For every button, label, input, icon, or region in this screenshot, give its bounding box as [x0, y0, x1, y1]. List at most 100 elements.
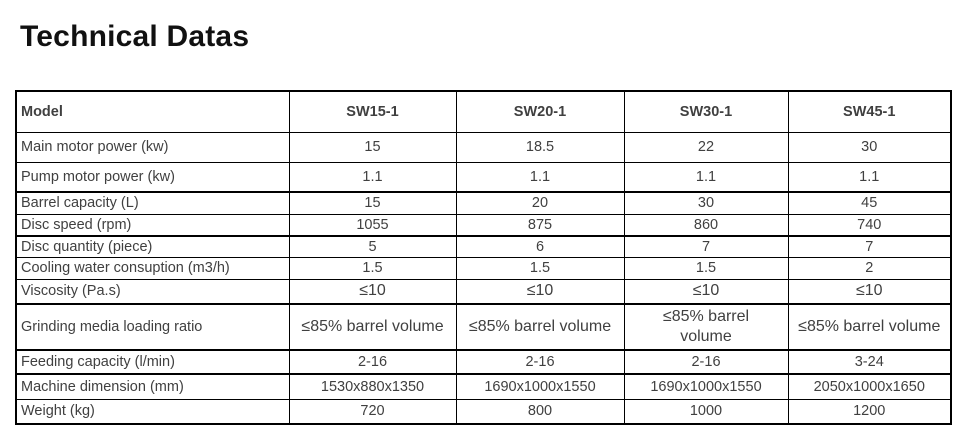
- cell-value: 1690x1000x1550: [650, 378, 762, 395]
- cell-value: 1.1: [362, 168, 383, 185]
- cell: 2-16: [288, 349, 457, 375]
- table-row: Grinding media loading ratio ≤85% barrel …: [15, 303, 952, 351]
- cell: 15: [288, 191, 457, 215]
- table-row: Disc quantity (piece) 5 6 7 7: [15, 235, 952, 258]
- cell-value: 2-16: [357, 353, 388, 370]
- table-row: Viscosity (Pa.s) ≤10 ≤10 ≤10 ≤10: [15, 278, 952, 305]
- cell: 45: [787, 191, 952, 215]
- cell: 2: [787, 256, 952, 280]
- cell: 7: [787, 235, 952, 258]
- column-header: SW30-1: [623, 90, 789, 133]
- cell-value: 860: [693, 216, 719, 233]
- cell-value: ≤85% barrel volume: [468, 318, 612, 335]
- cell: 2-16: [623, 349, 789, 375]
- cell: 7: [623, 235, 789, 258]
- table-row: Barrel capacity (L) 15 20 30 45: [15, 191, 952, 215]
- cell-value: 5: [368, 238, 377, 255]
- cell: 1690x1000x1550: [455, 373, 625, 400]
- cell: ≤85% barrel volume: [455, 303, 625, 351]
- cell-value: 1690x1000x1550: [484, 378, 596, 395]
- cell: 2050x1000x1650: [787, 373, 952, 400]
- cell-value: 22: [697, 138, 715, 155]
- cell: 1690x1000x1550: [623, 373, 789, 400]
- table-header-row: Model SW15-1 SW20-1 SW30-1 SW45-1: [15, 90, 952, 133]
- cell-value: 800: [527, 403, 553, 420]
- row-label: Pump motor power (kw): [15, 161, 290, 193]
- row-label: Disc speed (rpm): [15, 213, 290, 237]
- cell-value: 2-16: [525, 353, 555, 370]
- row-label: Cooling water consuption (m3/h): [15, 256, 290, 280]
- cell: 1.5: [623, 256, 789, 280]
- cell-value: 6: [535, 238, 545, 255]
- cell: 6: [455, 235, 625, 258]
- cell-value: 1.5: [695, 259, 717, 276]
- table-row: Disc speed (rpm) 1055 875 860 740: [15, 213, 952, 237]
- cell: ≤10: [288, 278, 457, 305]
- cell: ≤10: [787, 278, 952, 305]
- cell-value: 740: [857, 216, 882, 233]
- table-body: Main motor power (kw) 15 18.5 22 30 Pump moto…: [15, 131, 952, 425]
- cell: ≤85% barrel volume: [623, 303, 789, 351]
- cell-value: 30: [697, 195, 715, 212]
- page-title: Technical Datas: [20, 20, 250, 53]
- cell-value: 20: [531, 195, 549, 212]
- cell-value: 720: [360, 403, 385, 420]
- cell-value: 1.5: [362, 259, 383, 276]
- cell-value: 1.1: [859, 168, 880, 185]
- cell-value: 2: [865, 259, 874, 276]
- table-row: Cooling water consuption (m3/h) 1.5 1.5 1.5…: [15, 256, 952, 280]
- row-label: Barrel capacity (L): [15, 191, 290, 215]
- cell: 1.5: [455, 256, 625, 280]
- cell: 1200: [787, 398, 952, 425]
- row-label: Grinding media loading ratio: [15, 303, 290, 351]
- cell-value: 3-24: [854, 353, 884, 370]
- row-label: Machine dimension (mm): [15, 373, 290, 400]
- row-label: Main motor power (kw): [15, 131, 290, 163]
- cell: 18.5: [455, 131, 625, 163]
- table-row: Pump motor power (kw) 1.1 1.1 1.1 1.1: [15, 161, 952, 193]
- table-row: Machine dimension (mm) 1530x880x1350 1690x…: [15, 373, 952, 400]
- cell-value: ≤10: [855, 282, 883, 300]
- cell: 1.1: [288, 161, 457, 193]
- cell-value: 1.1: [695, 168, 717, 185]
- cell: 720: [288, 398, 457, 425]
- cell: ≤10: [623, 278, 789, 305]
- cell-value: 1000: [689, 403, 723, 420]
- column-header: SW45-1: [787, 90, 952, 133]
- cell-value: 18.5: [525, 138, 555, 155]
- cell: 30: [623, 191, 789, 215]
- cell-value: 1055: [356, 216, 389, 233]
- cell: 1530x880x1350: [288, 373, 457, 400]
- column-header: SW20-1: [455, 90, 625, 133]
- cell: 22: [623, 131, 789, 163]
- cell-value: 1530x880x1350: [320, 378, 425, 395]
- cell: 1.1: [623, 161, 789, 193]
- row-label: Feeding capacity (l/min): [15, 349, 290, 375]
- cell: 5: [288, 235, 457, 258]
- cell-value: 7: [865, 238, 874, 255]
- cell-value: ≤10: [692, 282, 720, 300]
- cell-value: 875: [527, 216, 553, 233]
- table-row: Feeding capacity (l/min) 2-16 2-16 2-16 3-24: [15, 349, 952, 375]
- cell: 15: [288, 131, 457, 163]
- table-row: Weight (kg) 720 800 1000 1200: [15, 398, 952, 425]
- cell: 860: [623, 213, 789, 237]
- cell-value: ≤10: [359, 282, 386, 300]
- cell: 740: [787, 213, 952, 237]
- cell: ≤10: [455, 278, 625, 305]
- cell: 1.5: [288, 256, 457, 280]
- row-label: Weight (kg): [15, 398, 290, 425]
- row-label: Disc quantity (piece): [15, 235, 290, 258]
- cell-value: ≤85% barrel volume: [301, 318, 444, 335]
- cell-value: ≤10: [526, 282, 554, 300]
- cell: 2-16: [455, 349, 625, 375]
- cell: 1000: [623, 398, 789, 425]
- cell-value: ≤85% barrel volume: [662, 308, 750, 345]
- cell-value: 45: [861, 195, 878, 212]
- cell: 20: [455, 191, 625, 215]
- cell: 1.1: [787, 161, 952, 193]
- cell-value: 2050x1000x1650: [813, 378, 925, 395]
- cell: ≤85% barrel volume: [288, 303, 457, 351]
- cell-value: 2-16: [691, 353, 721, 370]
